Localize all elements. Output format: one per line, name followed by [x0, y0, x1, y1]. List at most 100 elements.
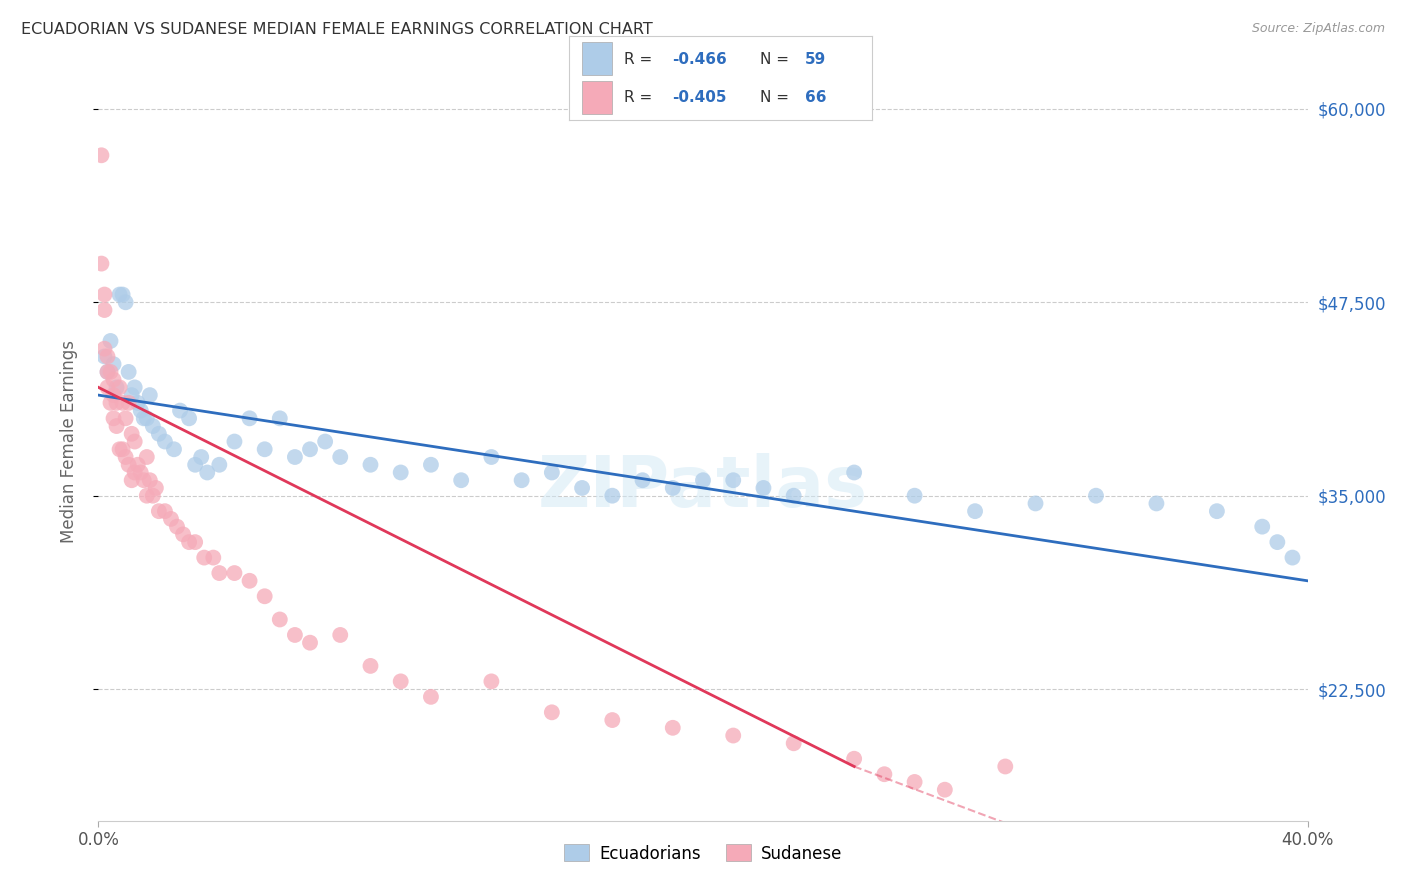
Point	[1267, 535, 1289, 549]
Point	[723, 729, 745, 743]
Point	[193, 550, 215, 565]
Point	[420, 690, 443, 704]
Point	[602, 713, 624, 727]
Point	[135, 489, 157, 503]
Text: R =: R =	[624, 90, 657, 105]
Text: Source: ZipAtlas.com: Source: ZipAtlas.com	[1251, 22, 1385, 36]
Point	[108, 380, 131, 394]
Point	[783, 736, 806, 750]
Point	[148, 504, 170, 518]
Point	[142, 419, 165, 434]
Point	[108, 442, 131, 457]
Point	[103, 411, 125, 425]
Point	[224, 566, 246, 580]
Point	[253, 589, 276, 603]
Point	[202, 550, 225, 565]
Point	[994, 759, 1017, 773]
Point	[184, 535, 207, 549]
Point	[96, 380, 118, 394]
Point	[114, 450, 136, 464]
Point	[103, 357, 125, 371]
Text: -0.466: -0.466	[672, 52, 727, 67]
Point	[1024, 496, 1046, 510]
Point	[208, 458, 231, 472]
Point	[114, 295, 136, 310]
Point	[450, 473, 472, 487]
Point	[118, 458, 141, 472]
Text: -0.405: -0.405	[672, 90, 727, 105]
Point	[111, 396, 134, 410]
Point	[93, 303, 115, 318]
Text: ECUADORIAN VS SUDANESE MEDIAN FEMALE EARNINGS CORRELATION CHART: ECUADORIAN VS SUDANESE MEDIAN FEMALE EAR…	[21, 22, 652, 37]
Point	[904, 489, 927, 503]
Point	[172, 527, 194, 541]
Point	[299, 636, 322, 650]
Point	[965, 504, 987, 518]
Point	[142, 489, 165, 503]
Point	[100, 334, 122, 348]
Point	[118, 365, 141, 379]
Point	[124, 380, 146, 394]
Point	[108, 287, 131, 301]
Point	[132, 473, 155, 487]
Point	[163, 442, 186, 457]
Point	[145, 481, 167, 495]
Point	[269, 612, 291, 626]
Point	[111, 442, 134, 457]
Point	[179, 411, 201, 425]
Point	[105, 396, 128, 410]
Point	[124, 466, 146, 480]
Point	[540, 466, 562, 480]
Point	[135, 411, 157, 425]
Point	[481, 674, 503, 689]
Point	[111, 287, 134, 301]
Point	[166, 519, 188, 533]
Point	[135, 450, 157, 464]
Point	[153, 504, 176, 518]
Point	[103, 388, 125, 402]
Point	[184, 458, 207, 472]
Point	[723, 473, 745, 487]
Text: ZIPatlas: ZIPatlas	[538, 452, 868, 522]
Bar	[582, 43, 612, 75]
Point	[208, 566, 231, 580]
Point	[129, 403, 152, 417]
Text: 59: 59	[806, 52, 827, 67]
Text: 66: 66	[806, 90, 827, 105]
Point	[96, 350, 118, 364]
Point	[844, 466, 866, 480]
Point	[329, 450, 352, 464]
Point	[540, 706, 562, 720]
Point	[1281, 550, 1303, 565]
Point	[93, 350, 115, 364]
Point	[602, 489, 624, 503]
Point	[481, 450, 503, 464]
Point	[224, 434, 246, 449]
Point	[132, 411, 155, 425]
Point	[148, 426, 170, 441]
Point	[93, 342, 115, 356]
Point	[129, 466, 152, 480]
Point	[103, 373, 125, 387]
Point	[510, 473, 533, 487]
Point	[90, 148, 112, 162]
Point	[873, 767, 896, 781]
Point	[299, 442, 322, 457]
Point	[195, 466, 218, 480]
Point	[389, 466, 412, 480]
Point	[239, 574, 262, 588]
Point	[314, 434, 336, 449]
Point	[90, 257, 112, 271]
Point	[105, 380, 128, 394]
Point	[904, 775, 927, 789]
Legend: Ecuadorians, Sudanese: Ecuadorians, Sudanese	[557, 838, 849, 869]
Point	[631, 473, 654, 487]
Point	[783, 489, 806, 503]
Point	[661, 721, 683, 735]
Point	[1206, 504, 1229, 518]
Point	[118, 396, 141, 410]
Point	[329, 628, 352, 642]
Point	[179, 535, 201, 549]
Point	[127, 458, 149, 472]
Point	[190, 450, 212, 464]
